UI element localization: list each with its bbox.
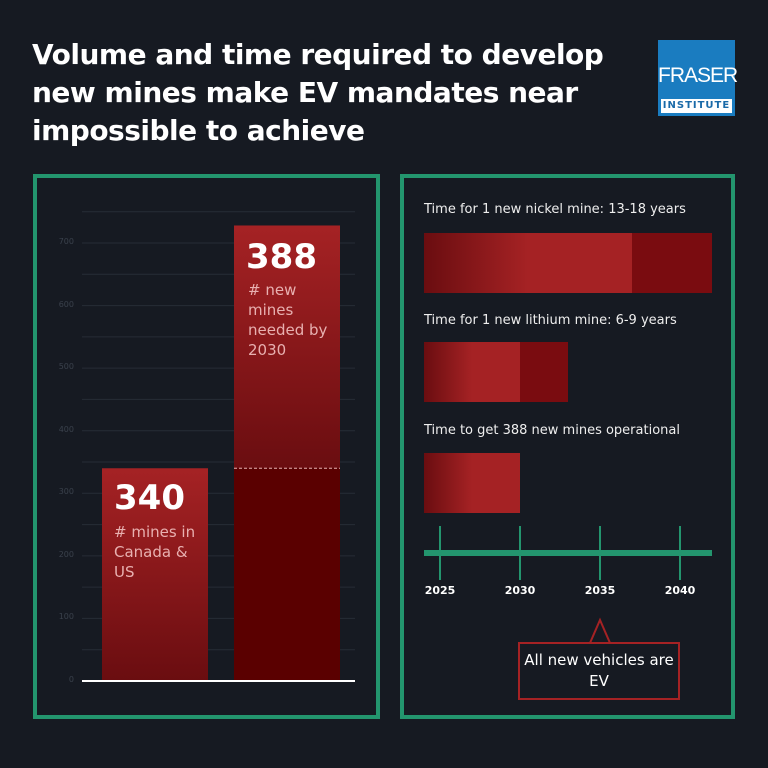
timeline-row-label: Time for 1 new lithium mine: 6-9 years <box>424 313 677 328</box>
y-tick-label: 700 <box>58 237 74 246</box>
timeline-bar-min <box>424 453 520 513</box>
timeline-bar-min <box>424 342 520 402</box>
page-title: Volume and time required to develop new … <box>32 38 604 147</box>
timeline-tick-label: 2035 <box>584 584 616 597</box>
timeline-tick-label: 2030 <box>504 584 536 597</box>
y-tick-label: 400 <box>58 424 74 434</box>
timeline-row-label: Time to get 388 new mines operational <box>424 423 680 438</box>
bar-description: # mines in Canada & US <box>114 523 196 582</box>
timeline-bar-min <box>424 233 632 293</box>
y-tick-label: 300 <box>58 487 74 497</box>
bar-existing-mines <box>102 468 208 681</box>
timeline-tick-label: 2040 <box>664 584 696 597</box>
callout-pointer <box>589 617 611 644</box>
timeline-tick-label: 2025 <box>424 584 456 597</box>
logo-text: FRASER <box>658 64 738 87</box>
y-tick-label: 200 <box>58 549 74 559</box>
annotation-callout: All new vehicles are EV <box>518 642 680 700</box>
y-tick-label: 0 <box>68 675 74 684</box>
timeline-bar-range <box>520 342 568 402</box>
timeline-row-label: Time for 1 new nickel mine: 13-18 years <box>424 202 686 217</box>
timeline-panel <box>400 174 735 719</box>
bar-value-label: 388 <box>246 237 317 278</box>
bar-value-label: 340 <box>114 478 185 519</box>
fraser-institute-logo: FRASER INSTITUTE <box>658 40 738 116</box>
logo-subtext: INSTITUTE <box>661 99 732 113</box>
y-tick-label: 100 <box>58 612 74 622</box>
bar-base-segment <box>234 468 340 681</box>
y-tick-label: 500 <box>58 362 74 372</box>
timeline-bar-range <box>632 233 712 293</box>
bar-new-mines <box>234 225 340 469</box>
mines-bar-chart-panel <box>33 174 380 719</box>
bar-description: # new mines needed by 2030 <box>248 281 328 360</box>
y-tick-label: 600 <box>58 299 74 309</box>
